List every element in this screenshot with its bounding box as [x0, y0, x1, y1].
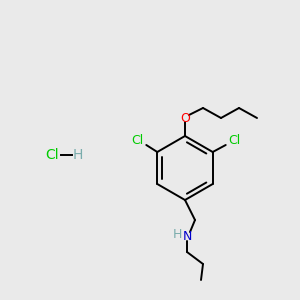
- Text: Cl: Cl: [45, 148, 59, 162]
- Text: H: H: [73, 148, 83, 162]
- Text: H: H: [172, 229, 182, 242]
- Text: O: O: [180, 112, 190, 124]
- Text: Cl: Cl: [229, 134, 241, 146]
- Text: Cl: Cl: [131, 134, 143, 146]
- Text: N: N: [182, 230, 192, 242]
